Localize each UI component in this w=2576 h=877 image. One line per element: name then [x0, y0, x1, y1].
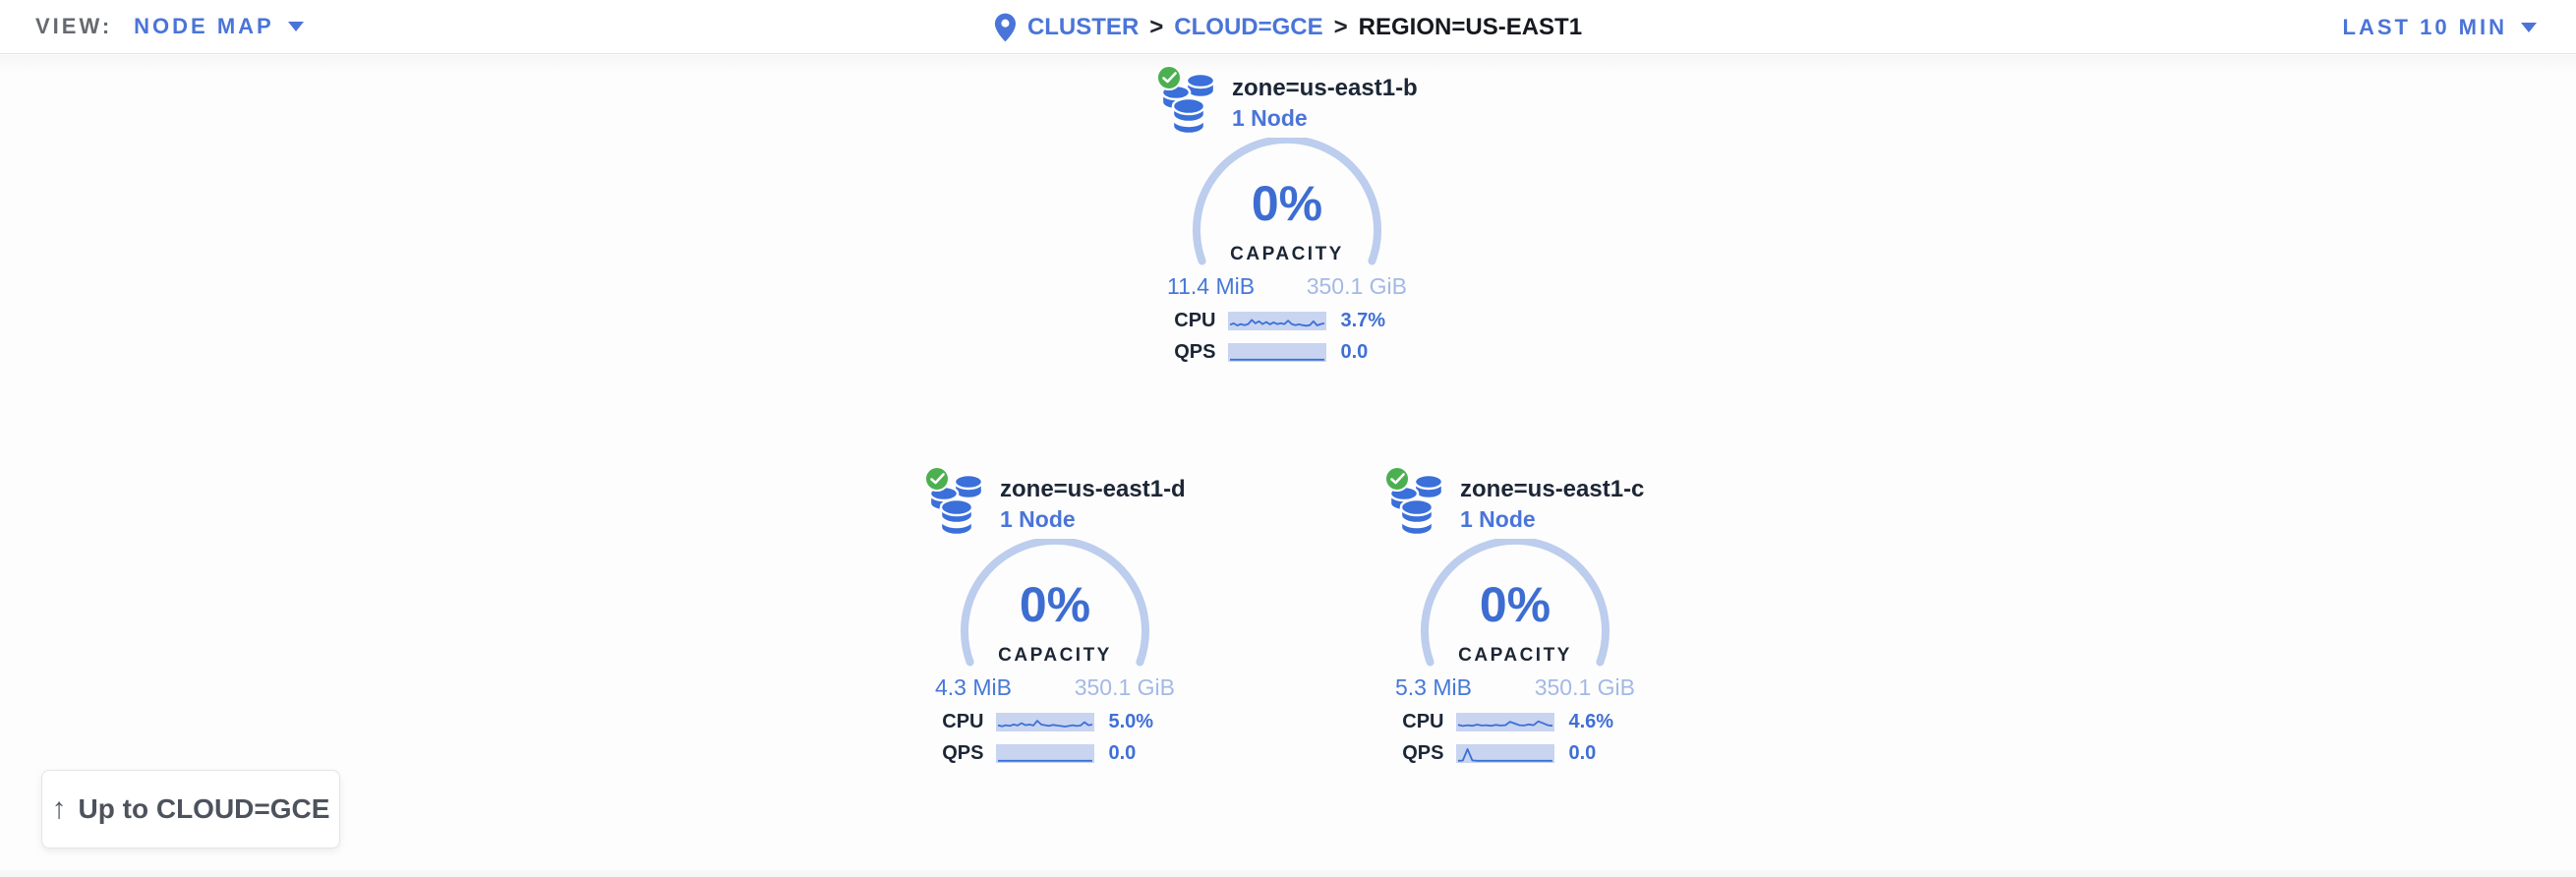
zone-header: zone=us-east1-b 1 Node: [1156, 63, 1418, 136]
cpu-row: CPU 4.6%: [1393, 711, 1638, 733]
capacity-total: 350.1 GiB: [1534, 674, 1635, 700]
up-to-cloud-gce-button[interactable]: ↑ Up to CLOUD=GCE: [41, 770, 340, 848]
top-bar: VIEW: NODE MAP CLUSTER > CLOUD=GCE > REG…: [0, 0, 2576, 54]
breadcrumb-separator: >: [1333, 13, 1348, 40]
zone-node-count-link[interactable]: 1 Node: [1232, 105, 1308, 131]
view-label: VIEW:: [35, 14, 113, 38]
breadcrumb-link-cluster[interactable]: CLUSTER: [1026, 13, 1140, 40]
zone-node-count-link[interactable]: 1 Node: [1000, 506, 1076, 532]
qps-value: 0.0: [1568, 742, 1597, 764]
svg-text:0%: 0%: [1480, 577, 1551, 632]
cpu-value: 3.7%: [1340, 310, 1386, 331]
svg-text:CAPACITY: CAPACITY: [1458, 645, 1572, 666]
database-stack-icon: [1384, 466, 1446, 539]
database-stack-icon: [1156, 65, 1218, 138]
capacity-used: 5.3 MiB: [1395, 674, 1472, 700]
zone-header: zone=us-east1-d 1 Node: [924, 464, 1186, 537]
qps-row: QPS 0.0: [933, 742, 1178, 765]
view-dropdown-value: NODE MAP: [134, 14, 274, 38]
breadcrumb: CLUSTER > CLOUD=GCE > REGION=US-EAST1: [994, 0, 1582, 54]
zone-card-us-east1-b[interactable]: zone=us-east1-b 1 Node 0% CAPACITY 11.4 …: [1130, 63, 1444, 364]
capacity-gauge: 0% CAPACITY: [961, 539, 1149, 667]
zone-node-count-link[interactable]: 1 Node: [1460, 506, 1536, 532]
qps-value: 0.0: [1340, 341, 1369, 363]
zone-titles: zone=us-east1-c 1 Node: [1460, 476, 1644, 533]
cpu-sparkline: [1455, 713, 1554, 731]
cpu-row: CPU 5.0%: [933, 711, 1178, 733]
capacity-total: 350.1 GiB: [1074, 674, 1175, 700]
cpu-sparkline: [995, 713, 1094, 731]
cpu-label: CPU: [1174, 310, 1216, 331]
capacity-values: 4.3 MiB 350.1 GiB: [935, 674, 1175, 701]
zone-metrics: CPU 4.6% QPS 0.0: [1393, 711, 1638, 765]
chevron-down-icon: [2521, 22, 2537, 32]
zone-name: zone=us-east1-b: [1232, 75, 1418, 101]
breadcrumb-current-region: REGION=US-EAST1: [1358, 13, 1583, 40]
healthy-check-icon: [1156, 65, 1182, 90]
zone-card-us-east1-c[interactable]: zone=us-east1-c 1 Node 0% CAPACITY 5.3 M…: [1358, 464, 1672, 765]
zone-metrics: CPU 3.7% QPS 0.0: [1165, 310, 1410, 364]
svg-text:CAPACITY: CAPACITY: [998, 645, 1112, 666]
capacity-gauge: 0% CAPACITY: [1193, 138, 1381, 265]
breadcrumb-link-cloud-gce[interactable]: CLOUD=GCE: [1174, 13, 1323, 40]
zone-card-us-east1-d[interactable]: zone=us-east1-d 1 Node 0% CAPACITY 4.3 M…: [898, 464, 1212, 765]
capacity-gauge: 0% CAPACITY: [1421, 539, 1610, 667]
cpu-label: CPU: [942, 711, 984, 732]
svg-text:0%: 0%: [1252, 176, 1322, 231]
database-stack-icon: [924, 466, 986, 539]
healthy-check-icon: [1384, 466, 1410, 492]
capacity-total: 350.1 GiB: [1306, 273, 1407, 299]
qps-label: QPS: [1174, 341, 1216, 363]
healthy-check-icon: [924, 466, 950, 492]
up-button-label: Up to CLOUD=GCE: [78, 793, 330, 824]
svg-text:0%: 0%: [1020, 577, 1090, 632]
cpu-value: 5.0%: [1108, 711, 1154, 732]
qps-sparkline: [1455, 744, 1554, 763]
qps-label: QPS: [942, 742, 984, 764]
qps-sparkline: [995, 744, 1094, 763]
qps-sparkline: [1227, 343, 1326, 362]
zone-titles: zone=us-east1-b 1 Node: [1232, 75, 1418, 132]
qps-value: 0.0: [1108, 742, 1137, 764]
capacity-used: 4.3 MiB: [935, 674, 1012, 700]
zone-header: zone=us-east1-c 1 Node: [1384, 464, 1644, 537]
view-selector-group: VIEW: NODE MAP: [35, 14, 304, 39]
cpu-sparkline: [1227, 312, 1326, 330]
capacity-values: 5.3 MiB 350.1 GiB: [1395, 674, 1635, 701]
arrow-up-icon: ↑: [51, 792, 67, 825]
capacity-values: 11.4 MiB 350.1 GiB: [1167, 273, 1407, 300]
zone-name: zone=us-east1-d: [1000, 476, 1186, 502]
node-map-canvas: zone=us-east1-b 1 Node 0% CAPACITY 11.4 …: [0, 55, 2576, 877]
cpu-value: 4.6%: [1568, 711, 1614, 732]
cpu-label: CPU: [1402, 711, 1444, 732]
view-dropdown[interactable]: NODE MAP: [134, 14, 304, 39]
zone-titles: zone=us-east1-d 1 Node: [1000, 476, 1186, 533]
capacity-used: 11.4 MiB: [1167, 273, 1256, 299]
time-range-dropdown[interactable]: LAST 10 MIN: [2343, 0, 2537, 54]
zone-metrics: CPU 5.0% QPS 0.0: [933, 711, 1178, 765]
qps-row: QPS 0.0: [1393, 742, 1638, 765]
bottom-divider: [0, 870, 2576, 877]
zone-name: zone=us-east1-c: [1460, 476, 1645, 502]
chevron-down-icon: [287, 22, 304, 31]
svg-text:CAPACITY: CAPACITY: [1230, 244, 1344, 264]
cpu-row: CPU 3.7%: [1165, 310, 1410, 332]
time-range-value: LAST 10 MIN: [2342, 14, 2507, 39]
qps-row: QPS 0.0: [1165, 341, 1410, 364]
map-pin-icon: [994, 13, 1016, 41]
qps-label: QPS: [1402, 742, 1444, 764]
breadcrumb-separator: >: [1149, 13, 1164, 40]
